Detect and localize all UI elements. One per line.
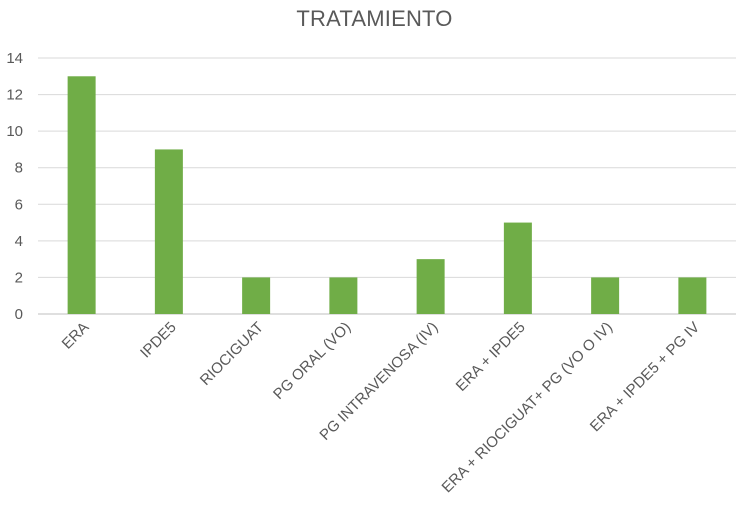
x-category-label: ERA + IPDE5 [453, 319, 529, 395]
y-tick-labels: 0 2 4 6 8 10 12 14 [6, 50, 23, 323]
y-tick-label: 2 [15, 269, 23, 286]
bars [67, 76, 707, 315]
y-tick-label: 14 [6, 50, 23, 67]
x-category-label: IPDE5 [137, 319, 180, 362]
y-tick-label: 12 [6, 87, 23, 104]
bar [154, 149, 183, 314]
y-tick-label: 10 [6, 123, 23, 140]
y-tick-label: 8 [15, 160, 23, 177]
bar [678, 277, 707, 314]
x-category-label: RIOCIGUAT [197, 319, 267, 389]
bar [67, 76, 96, 315]
chart-title: TRATAMIENTO [296, 6, 453, 31]
y-tick-label: 6 [15, 196, 23, 213]
x-category-label: ERA [59, 319, 93, 353]
bar [416, 259, 445, 314]
bar [591, 277, 620, 314]
y-tick-label: 0 [15, 306, 23, 323]
x-category-label: ERA + RIOCIGUAT+ PG (VO O IV) [439, 319, 616, 496]
bar [503, 222, 532, 314]
x-category-labels: ERA IPDE5 RIOCIGUAT PG ORAL (VO)PG INTRAVEN… [59, 319, 704, 496]
bar [329, 277, 358, 314]
y-tick-label: 4 [15, 233, 23, 250]
bar [242, 277, 271, 314]
x-category-label: PG ORAL (VO) [270, 319, 354, 403]
gridlines [38, 57, 736, 315]
